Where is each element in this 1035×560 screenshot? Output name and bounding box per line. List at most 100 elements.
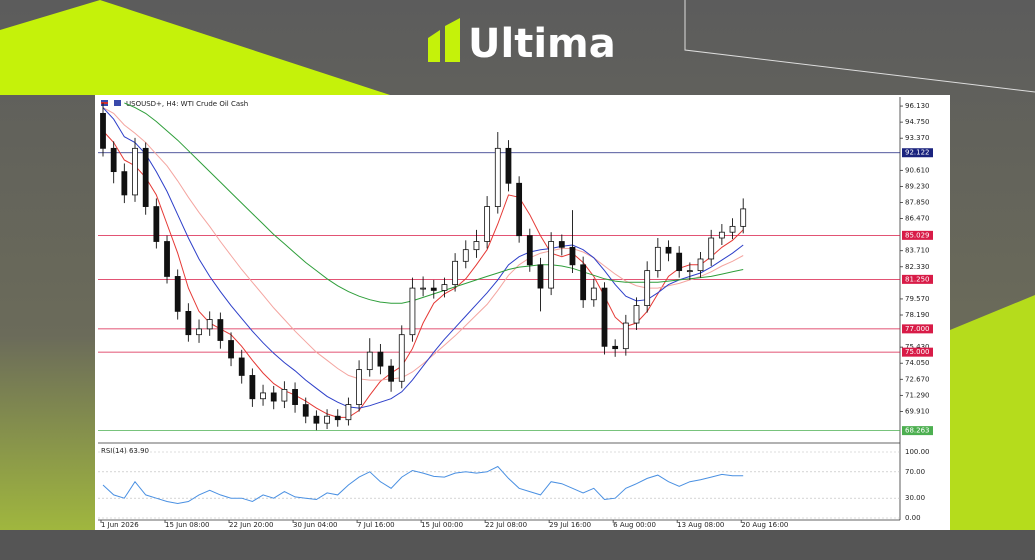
level-label: 75.000 <box>905 348 930 356</box>
y-tick-label: 94.750 <box>905 118 930 126</box>
candle-body <box>473 241 480 251</box>
decor-stripe <box>950 295 1035 530</box>
indicator-title: RSI(14) 63.90 <box>101 447 149 455</box>
x-tick-label: 1 Jun 2026 <box>101 521 139 529</box>
y-tick-label: 96.130 <box>905 102 930 110</box>
moving-average <box>102 107 744 381</box>
candle-body <box>526 235 533 266</box>
y-tick-label: 69.910 <box>905 407 930 415</box>
x-tick-label: 22 Jun 20:00 <box>229 521 273 529</box>
candle-body <box>398 334 405 382</box>
candle-body <box>100 112 106 149</box>
y-tick-label: 90.610 <box>905 166 930 174</box>
candle-body <box>494 147 501 207</box>
x-tick-label: 30 Jun 04:00 <box>293 521 337 529</box>
candle-body <box>153 206 160 242</box>
y-tick-label: 93.370 <box>905 134 930 142</box>
y-tick-label: 79.570 <box>905 295 930 303</box>
candle-body <box>388 365 394 382</box>
level-tag <box>902 426 933 436</box>
candle-body <box>132 147 138 196</box>
y-tick-label: 71.290 <box>905 391 930 399</box>
candle-body <box>324 415 330 424</box>
y-tick-label: 72.670 <box>905 375 930 383</box>
candle-body <box>505 147 512 184</box>
x-tick-label: 20 Aug 16:00 <box>741 521 788 529</box>
footer-band <box>0 530 1035 560</box>
candle-body <box>281 389 288 402</box>
chart-title: USOUSD+, H4: WTI Crude Oil Cash <box>126 100 248 108</box>
candle-body <box>612 345 619 350</box>
decor-line <box>684 0 1035 93</box>
chart-panel <box>95 95 950 530</box>
candle-body <box>217 319 224 341</box>
rsi-line <box>102 465 744 505</box>
candle-body <box>548 241 555 289</box>
candle-body <box>569 246 576 266</box>
candle-body <box>537 264 544 289</box>
candle-body <box>249 375 256 400</box>
candle-body <box>164 241 170 277</box>
y-tick-label: 0.00 <box>905 514 921 522</box>
level-tag <box>902 324 933 334</box>
candle-body <box>665 246 672 254</box>
candle-body <box>558 241 565 248</box>
candle-body <box>601 287 608 347</box>
level-label: 85.029 <box>905 231 930 239</box>
icon <box>114 100 121 106</box>
x-tick-label: 13 Aug 08:00 <box>677 521 724 529</box>
candle-body <box>185 310 192 336</box>
x-tick-label: 7 Jul 16:00 <box>357 521 395 529</box>
candle-body <box>121 171 128 196</box>
candle-body <box>430 287 437 291</box>
candle-body <box>302 404 309 417</box>
candle-body <box>462 249 469 262</box>
candle-body <box>484 206 491 242</box>
level-label: 81.250 <box>905 275 930 283</box>
candle-body <box>206 319 213 330</box>
candle-body <box>409 287 416 336</box>
candle-body <box>729 225 736 233</box>
level-tag <box>902 347 933 357</box>
y-tick-label: 89.230 <box>905 182 930 190</box>
candle-body <box>420 287 427 290</box>
icon <box>101 102 108 104</box>
candle-body <box>740 208 747 227</box>
x-tick-label: 29 Jul 16:00 <box>549 521 591 529</box>
brand: Ultima <box>468 21 616 67</box>
candle-body <box>228 340 234 359</box>
candle-body <box>377 351 384 367</box>
x-tick-label: 15 Jul 00:00 <box>421 521 463 529</box>
level-label: 68.263 <box>905 427 930 435</box>
y-tick-label: 82.330 <box>905 263 930 271</box>
level-tag <box>902 230 933 240</box>
candle-body <box>676 252 683 272</box>
x-tick-label: 22 Jul 08:00 <box>485 521 527 529</box>
y-tick-label: 87.850 <box>905 198 930 206</box>
x-tick-label: 15 Jun 08:00 <box>165 521 209 529</box>
candle-body <box>345 404 352 421</box>
y-tick-label: 78.190 <box>905 311 930 319</box>
candle-body <box>196 328 202 336</box>
candle-body <box>516 182 523 237</box>
candle-body <box>260 392 266 400</box>
candle-body <box>708 237 715 260</box>
candle-body <box>110 147 117 173</box>
candle-body <box>292 389 298 405</box>
level-tag <box>902 148 933 158</box>
candle-body <box>174 276 181 312</box>
candle-body <box>590 287 597 301</box>
candle-body <box>441 284 448 291</box>
logo-mark <box>428 30 440 62</box>
candle-body <box>313 415 320 424</box>
y-tick-label: 100.00 <box>905 448 930 456</box>
decor-stripe <box>0 0 390 95</box>
candle-body <box>238 357 245 376</box>
candle-body <box>697 258 704 272</box>
candle-body <box>270 392 277 402</box>
candle-body <box>334 415 341 421</box>
y-tick-label: 74.050 <box>905 359 930 367</box>
candle-body <box>142 147 149 207</box>
y-tick-label: 83.710 <box>905 247 930 255</box>
